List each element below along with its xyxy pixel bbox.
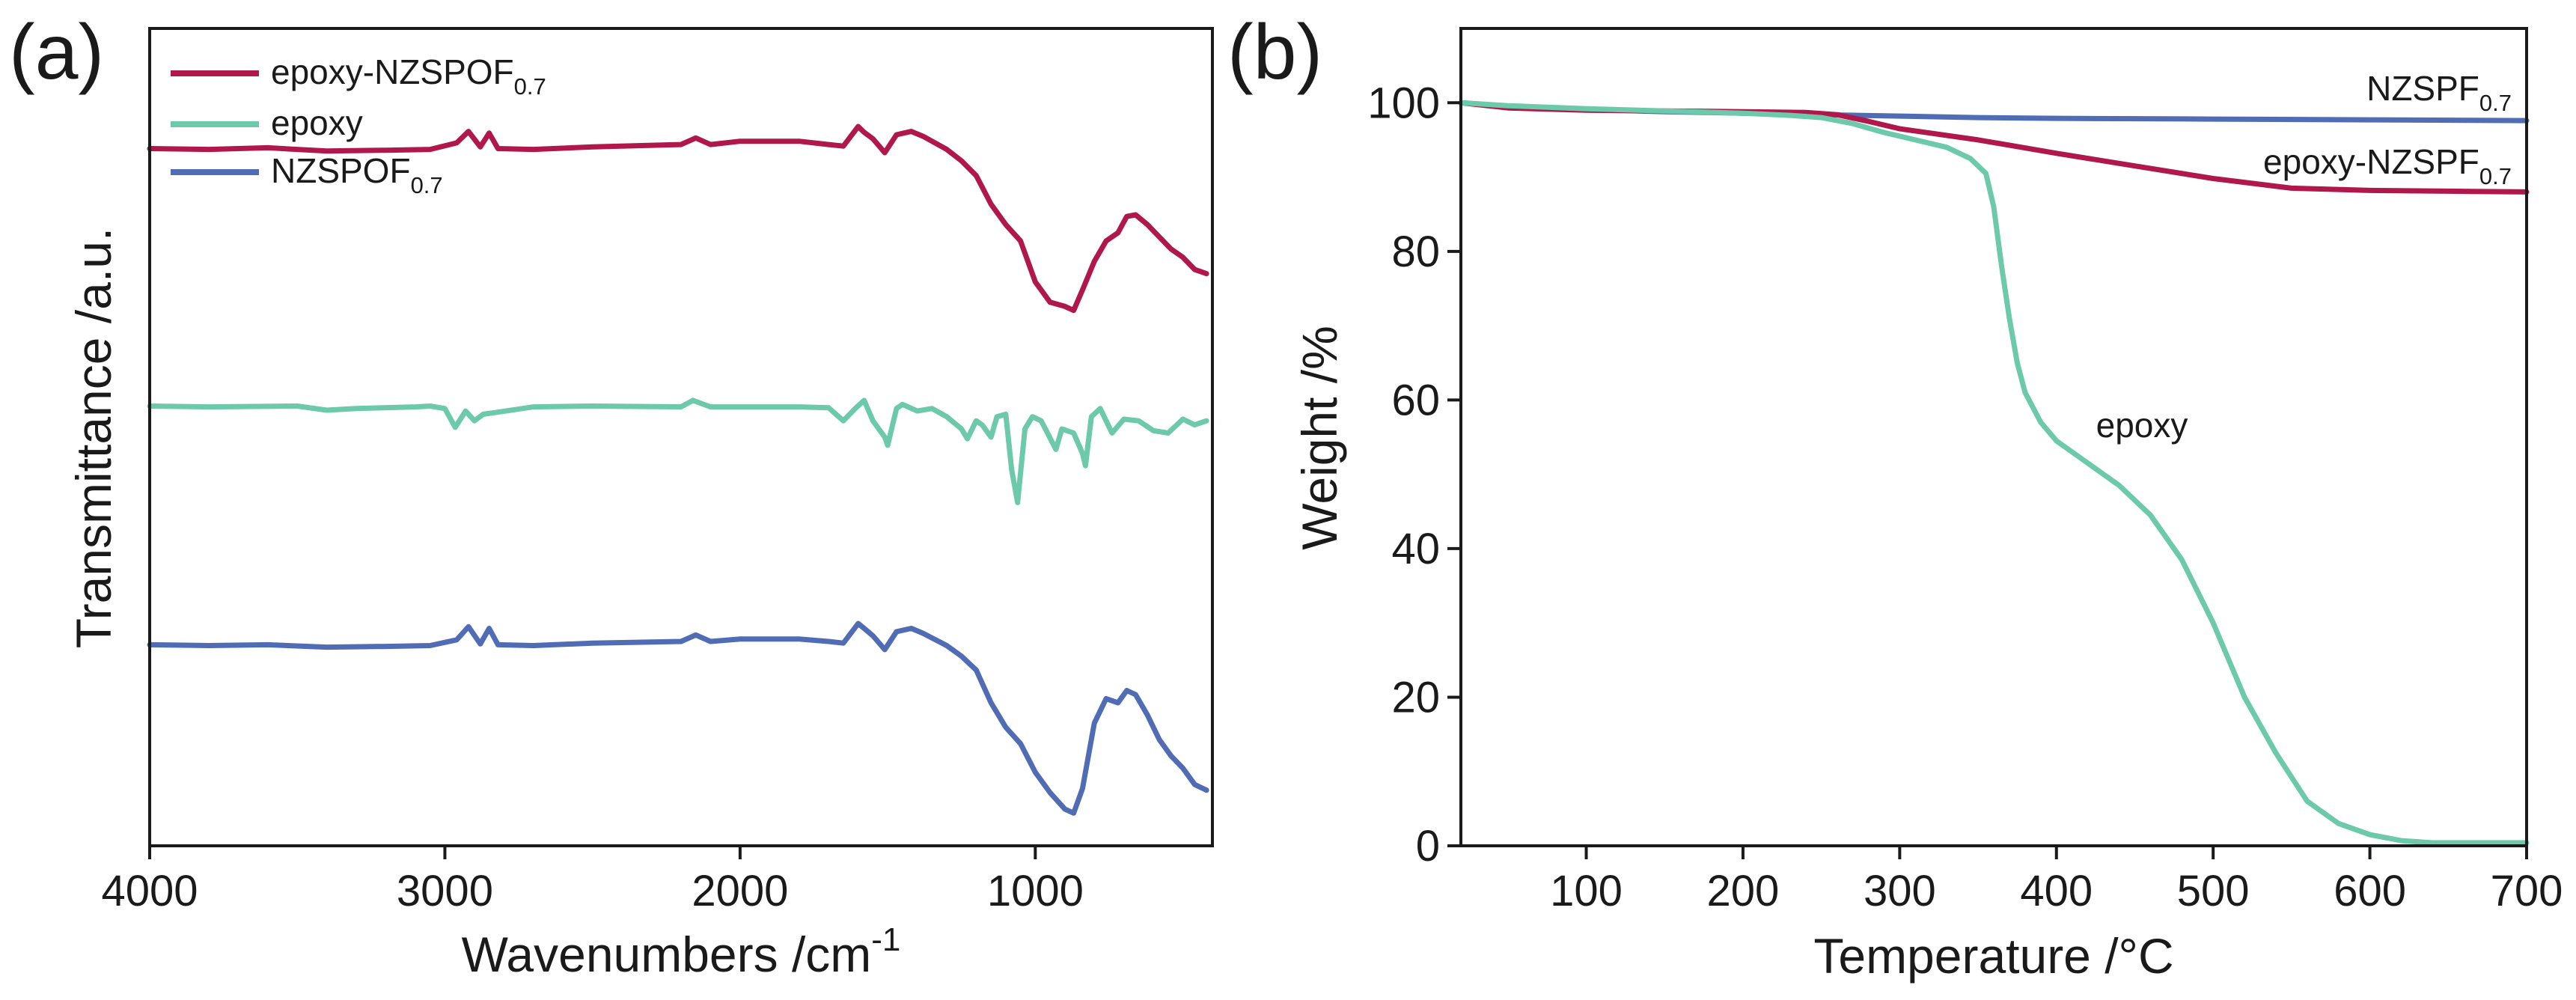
x-tick-label: 200 <box>1707 867 1780 915</box>
panel-b: (b) 100 200 300 400 500 600 700 0 20 40 60 80 100 N… <box>1227 9 2563 984</box>
series-line-nzspof0-7 <box>147 621 1209 816</box>
panel-a-series-group <box>147 124 1209 816</box>
x-tick-label: 400 <box>2020 867 2093 915</box>
x-tick-label: 1000 <box>987 867 1084 915</box>
x-tick-label: 500 <box>2177 867 2250 915</box>
y-tick-label: 100 <box>1367 79 1440 127</box>
panel-b-xlabel: Temperature /°C <box>1813 928 2173 984</box>
x-tick-label: 600 <box>2334 867 2406 915</box>
x-tick-label: 4000 <box>101 867 198 915</box>
panel-a-label: (a) <box>9 9 104 96</box>
y-tick-label: 20 <box>1391 673 1440 722</box>
panel-a-frame <box>148 27 1214 847</box>
x-tick-label: 2000 <box>692 867 788 915</box>
y-tick-label: 80 <box>1391 228 1440 276</box>
series-line-epoxy-nzspof0-7 <box>147 124 1209 314</box>
panel-a: (a) epoxy-NZSPOF0.7 epoxy NZSPOF0.7 4000… <box>9 9 1214 982</box>
panel-a-legend: epoxy-NZSPOF0.7 epoxy NZSPOF0.7 <box>171 52 546 198</box>
y-tick-label: 60 <box>1391 376 1440 424</box>
legend-label-epoxy: epoxy <box>271 103 363 142</box>
panel-b-xticks: 100 200 300 400 500 600 700 <box>1550 846 2563 915</box>
panel-b-annotation-epoxy-nzspf: epoxy-NZSPF0.7 <box>2263 142 2512 189</box>
panel-a-xticks: 4000 3000 2000 1000 <box>101 846 1084 915</box>
panel-b-annotation-nzspf: NZSPF0.7 <box>2366 69 2512 116</box>
x-tick-label: 100 <box>1550 867 1623 915</box>
panel-a-xlabel: Wavenumbers /cm-1 <box>462 921 901 982</box>
panel-b-annotation-epoxy: epoxy <box>2096 406 2188 445</box>
x-tick-label: 700 <box>2491 867 2563 915</box>
y-tick-label: 40 <box>1391 525 1440 573</box>
y-tick-label: 0 <box>1416 822 1440 871</box>
panel-b-frame <box>1459 27 2528 847</box>
series-line-epoxy <box>147 397 1209 505</box>
panel-b-yticks: 0 20 40 60 80 100 <box>1367 79 1461 871</box>
x-tick-label: 3000 <box>397 867 493 915</box>
legend-label-epoxy-nzspof: epoxy-NZSPOF0.7 <box>271 52 546 100</box>
panel-b-series-group <box>1458 100 2530 846</box>
panel-b-label: (b) <box>1227 9 1322 96</box>
panel-a-ylabel: Transmittance /a.u. <box>66 228 121 648</box>
series-line-epoxy <box>1458 100 2530 846</box>
x-tick-label: 300 <box>1864 867 1936 915</box>
legend-label-nzspof: NZSPOF0.7 <box>271 151 443 198</box>
panel-b-ylabel: Weight /% <box>1292 326 1347 550</box>
